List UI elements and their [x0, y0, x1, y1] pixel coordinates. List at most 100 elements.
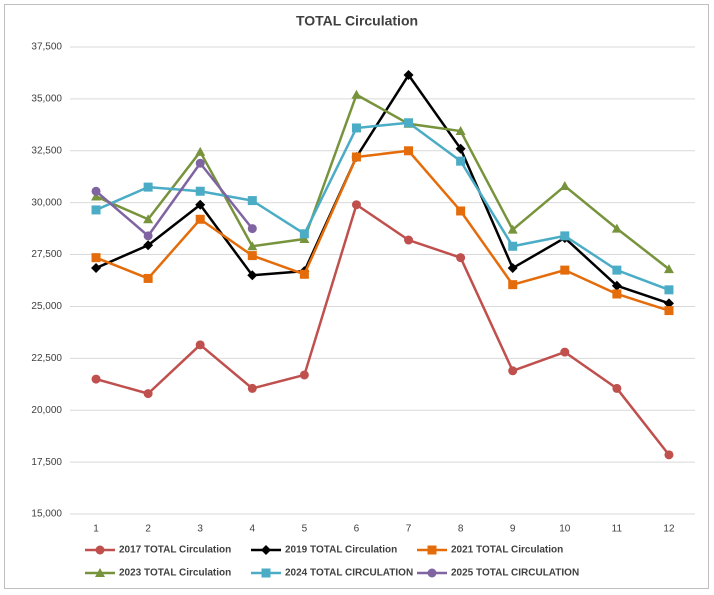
marker: [663, 264, 674, 274]
marker: [612, 289, 622, 299]
marker: [351, 152, 361, 162]
marker: [261, 568, 271, 578]
y-tick-label: 25,000: [31, 301, 62, 312]
marker: [299, 233, 310, 243]
marker: [247, 383, 257, 393]
marker: [611, 223, 622, 233]
legend-label: 2021 TOTAL Circulation: [451, 545, 563, 556]
marker: [261, 545, 271, 555]
marker: [456, 206, 466, 216]
x-tick-label: 6: [354, 524, 360, 535]
marker: [299, 229, 309, 239]
marker: [91, 374, 101, 384]
legend-label: 2017 TOTAL Circulation: [119, 545, 231, 556]
marker: [195, 340, 205, 350]
marker: [427, 568, 437, 578]
x-tick-label: 7: [406, 524, 412, 535]
marker: [247, 241, 258, 251]
marker: [91, 253, 101, 263]
x-tick-label: 2: [145, 524, 151, 535]
marker: [247, 251, 257, 261]
marker: [559, 181, 570, 191]
marker: [351, 89, 362, 99]
marker: [612, 265, 622, 275]
x-tick-label: 11: [612, 524, 623, 535]
marker: [143, 273, 153, 283]
marker: [91, 263, 102, 274]
marker: [195, 146, 206, 156]
marker: [247, 270, 258, 281]
series-line: [95, 121, 670, 292]
marker: [508, 280, 518, 290]
marker: [664, 306, 674, 316]
marker: [455, 143, 466, 154]
marker: [195, 214, 205, 224]
x-tick-label: 9: [510, 524, 516, 535]
marker: [427, 545, 437, 555]
y-tick-label: 27,500: [31, 249, 62, 260]
marker: [195, 158, 205, 168]
marker: [560, 265, 570, 275]
marker: [91, 205, 101, 215]
marker: [404, 146, 414, 156]
marker: [143, 389, 153, 399]
marker: [247, 196, 257, 206]
legend-label: 2023 TOTAL Circulation: [119, 568, 231, 579]
marker: [455, 126, 466, 136]
y-tick-label: 35,000: [31, 94, 62, 105]
legend-label: 2019 TOTAL Circulation: [285, 545, 397, 556]
y-tick-label: 15,000: [31, 509, 62, 520]
marker: [195, 199, 206, 210]
marker: [143, 240, 154, 251]
series-line: [95, 73, 670, 305]
marker: [95, 568, 105, 577]
x-tick-label: 8: [458, 524, 464, 535]
y-tick-label: 17,500: [31, 457, 62, 468]
x-tick-label: 10: [559, 524, 571, 535]
marker: [560, 347, 570, 357]
marker: [404, 235, 414, 245]
marker: [611, 280, 622, 291]
marker: [664, 285, 674, 295]
y-tick-label: 20,000: [31, 405, 62, 416]
x-tick-label: 12: [663, 524, 675, 535]
y-tick-label: 37,500: [31, 42, 62, 53]
y-tick-label: 22,500: [31, 353, 62, 364]
marker: [143, 214, 154, 224]
legend-label: 2024 TOTAL CIRCULATION: [285, 568, 413, 579]
y-tick-label: 32,500: [31, 145, 62, 156]
marker: [195, 186, 205, 196]
marker: [299, 370, 309, 380]
x-tick-label: 3: [197, 524, 203, 535]
series-line: [95, 93, 670, 271]
x-tick-label: 1: [93, 524, 99, 535]
marker: [664, 450, 674, 460]
marker: [508, 241, 518, 251]
marker: [91, 186, 101, 196]
marker: [143, 182, 153, 192]
marker: [560, 231, 570, 241]
marker: [351, 200, 361, 210]
marker: [508, 366, 518, 376]
marker: [456, 156, 466, 166]
marker: [507, 224, 518, 234]
marker: [91, 191, 102, 201]
marker: [507, 263, 518, 274]
marker: [663, 298, 674, 309]
marker: [456, 253, 466, 263]
marker: [351, 123, 361, 133]
series-line: [95, 161, 254, 238]
y-tick-label: 30,000: [31, 197, 62, 208]
chart-border: [4, 4, 709, 589]
x-tick-label: 5: [302, 524, 308, 535]
chart-title: TOTAL Circulation: [296, 13, 418, 29]
marker: [404, 118, 414, 128]
legend-label: 2025 TOTAL CIRCULATION: [451, 568, 579, 579]
marker: [143, 231, 153, 241]
marker: [247, 224, 257, 234]
series-line: [95, 203, 670, 456]
marker: [95, 545, 105, 555]
x-tick-label: 4: [250, 524, 256, 535]
marker: [612, 383, 622, 393]
